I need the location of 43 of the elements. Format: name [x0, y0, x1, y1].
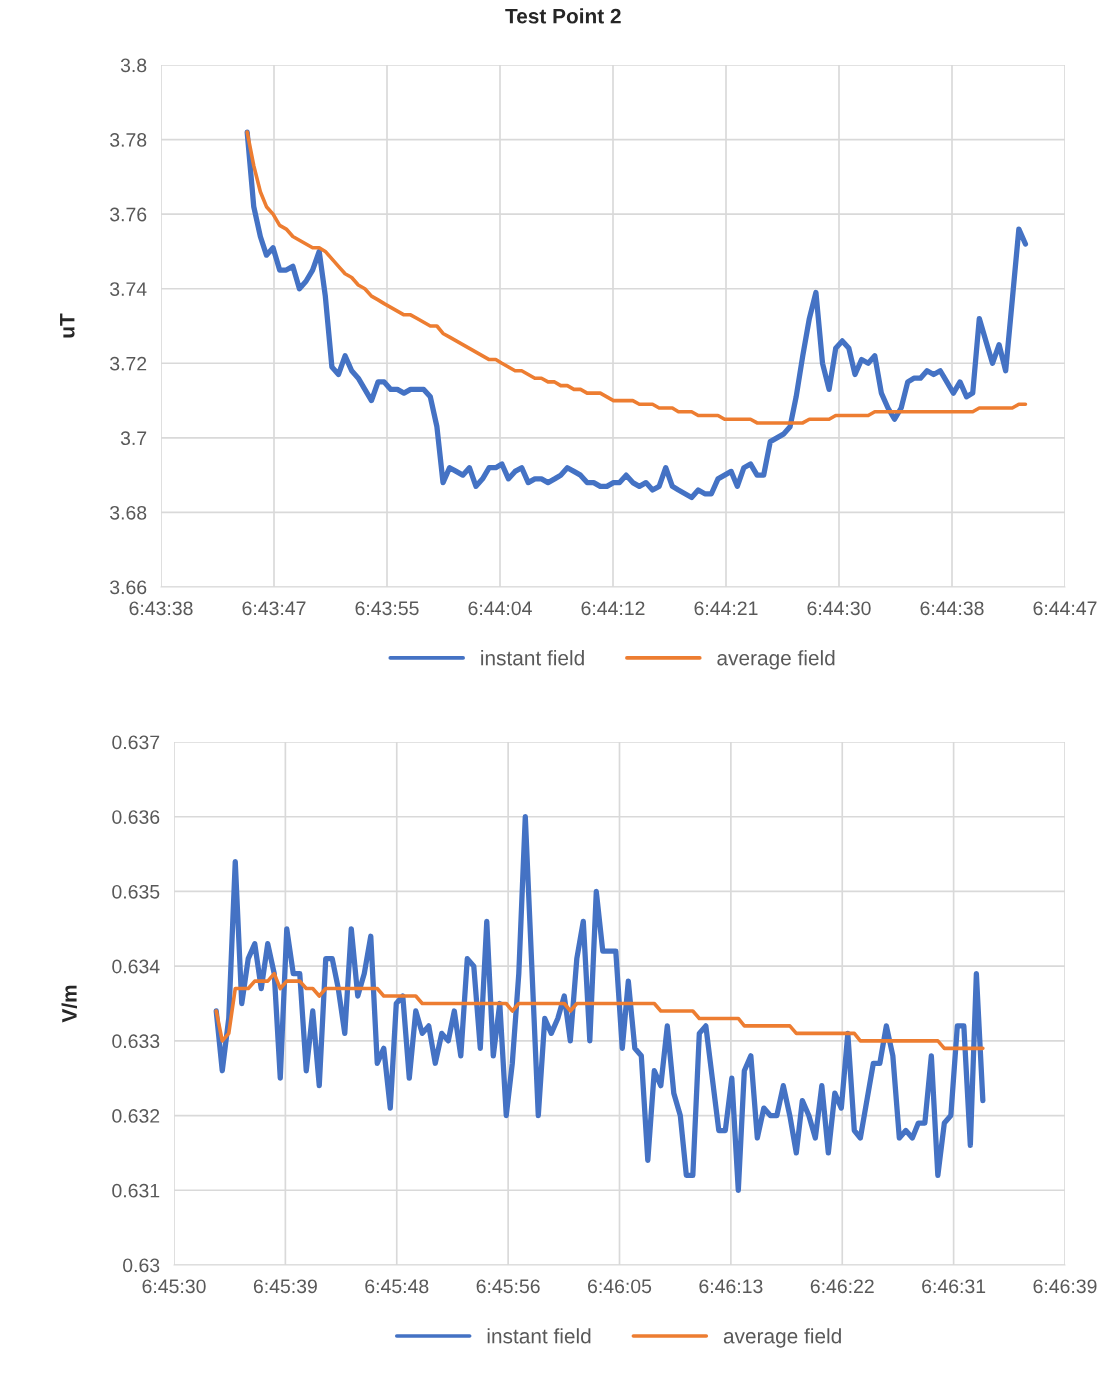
legend-label: instant field: [481, 650, 584, 666]
x-tick-label: 6:46:31: [922, 1279, 986, 1294]
x-tick-label: 6:43:55: [355, 601, 419, 616]
y-axis-title: uT: [60, 313, 75, 338]
y-axis-title: V/m: [61, 985, 77, 1023]
chart-title: Test Point 2: [505, 8, 621, 24]
x-tick-label: 6:45:39: [253, 1279, 317, 1294]
y-tick-label: 0.636: [112, 810, 160, 824]
x-tick-label: 6:45:48: [365, 1279, 429, 1294]
legend-label: average field: [717, 650, 835, 670]
y-tick-label: 0.631: [112, 1183, 160, 1198]
x-tick-label: 6:44:21: [694, 601, 758, 616]
y-tick-label: 3.78: [110, 133, 147, 147]
x-tick-label: 6:44:30: [807, 601, 871, 616]
y-tick-label: 0.63: [123, 1258, 160, 1273]
x-tick-label: 6:44:04: [468, 601, 532, 616]
x-tick-label: 6:44:38: [920, 601, 984, 616]
x-tick-label: 6:46:05: [588, 1279, 652, 1294]
y-tick-label: 0.632: [112, 1109, 160, 1123]
x-tick-label: 6:43:38: [129, 601, 193, 616]
x-tick-label: 6:43:47: [242, 601, 306, 616]
legend-label: instant field: [487, 1328, 591, 1344]
y-tick-label: 3.76: [110, 207, 147, 222]
x-tick-label: 6:46:22: [810, 1279, 874, 1294]
y-tick-label: 3.66: [110, 580, 147, 595]
y-tick-label: 3.74: [110, 282, 147, 296]
x-tick-label: 6:46:13: [699, 1279, 763, 1294]
x-tick-label: 6:46:39: [1033, 1279, 1097, 1294]
y-tick-label: 0.633: [112, 1034, 160, 1049]
y-tick-label: 3.8: [120, 58, 147, 73]
x-tick-label: 6:45:30: [142, 1279, 206, 1294]
y-tick-label: 0.637: [112, 735, 160, 750]
y-tick-label: 0.634: [112, 959, 160, 974]
y-tick-label: 3.7: [120, 431, 147, 446]
line-series: [214, 971, 985, 1051]
x-tick-label: 6:45:56: [476, 1279, 540, 1294]
line-series: [245, 130, 1028, 425]
x-tick-label: 6:44:12: [581, 601, 645, 616]
legend-label: average field: [723, 1328, 841, 1348]
y-tick-label: 0.635: [112, 884, 160, 899]
x-tick-label: 6:44:47: [1033, 601, 1097, 616]
y-tick-label: 3.72: [110, 356, 147, 371]
y-tick-label: 3.68: [110, 505, 147, 520]
